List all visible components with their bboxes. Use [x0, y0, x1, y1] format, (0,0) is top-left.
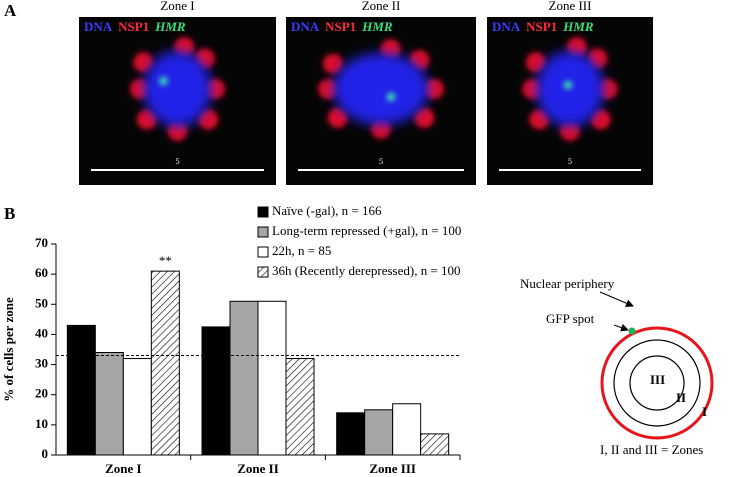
- nsp1-signal: [318, 79, 339, 99]
- arrow: [599, 291, 634, 307]
- bar: [201, 326, 231, 456]
- bar: [392, 403, 422, 456]
- bar: [257, 300, 287, 456]
- hmr-signal: [564, 81, 572, 89]
- channel-label: DNA: [492, 19, 521, 34]
- channel-label: DNA: [291, 19, 320, 34]
- nsp1-signal: [136, 109, 157, 130]
- y-tick-label: 70: [35, 235, 48, 250]
- micrograph: [79, 17, 276, 185]
- legend-swatch: [257, 206, 269, 218]
- nsp1-signal: [423, 79, 444, 99]
- nsp1-signal: [526, 52, 546, 73]
- dna-signal: [143, 51, 212, 127]
- hmr-signal: [159, 77, 168, 85]
- x-tick-label: Zone III: [369, 461, 416, 476]
- annotation: **: [159, 253, 172, 268]
- spot-label: GFP spot: [546, 311, 595, 326]
- y-tick-label: 10: [35, 416, 48, 431]
- y-tick-label: 60: [35, 265, 48, 280]
- legend-swatch: [257, 266, 269, 278]
- nsp1-signal: [414, 107, 435, 128]
- legend-label: Naïve (-gal), n = 166: [272, 203, 382, 218]
- legend-swatch: [257, 226, 269, 238]
- nsp1-signal: [590, 109, 611, 130]
- zone-label: II: [676, 390, 686, 405]
- channel-label: HMR: [562, 19, 594, 34]
- nsp1-signal: [133, 52, 154, 73]
- channel-label: HMR: [154, 19, 186, 34]
- caption: I, II and III = Zones: [600, 442, 703, 457]
- bar: [94, 352, 124, 456]
- bar: [66, 324, 96, 456]
- image-title: Zone I: [160, 0, 194, 13]
- hmr-signal: [387, 93, 395, 101]
- y-tick-label: 40: [35, 325, 48, 340]
- legend-swatch: [257, 246, 269, 258]
- zone-circle: [613, 339, 701, 427]
- panel-label: A: [4, 1, 17, 20]
- nsp1-signal: [323, 53, 343, 74]
- y-tick-label: 0: [42, 446, 49, 461]
- legend-label: 36h (Recently derepressed), n = 100: [272, 263, 461, 278]
- zone-label: I: [702, 404, 707, 419]
- scale-label: 5: [568, 157, 572, 166]
- channel-label: NSP1: [118, 19, 149, 34]
- periphery-label: Nuclear periphery: [520, 276, 615, 291]
- scale-label: 5: [379, 157, 383, 166]
- channel-label: HMR: [361, 19, 393, 34]
- channel-label: NSP1: [526, 19, 557, 34]
- nsp1-signal: [529, 109, 550, 130]
- bar: [150, 270, 180, 456]
- bar: [229, 300, 259, 456]
- arrow: [613, 323, 629, 332]
- nsp1-signal: [327, 107, 348, 128]
- x-tick-label: Zone I: [105, 461, 141, 476]
- image-title: Zone III: [549, 0, 592, 13]
- y-tick-label: 50: [35, 295, 48, 310]
- micrograph: [487, 17, 653, 185]
- bar: [364, 409, 394, 456]
- x-tick-label: Zone II: [237, 461, 279, 476]
- bar: [285, 358, 315, 456]
- image-title: Zone II: [362, 0, 401, 13]
- periphery-circle: [600, 326, 714, 440]
- bar: [122, 358, 152, 456]
- y-axis-title: % of cells per zone: [1, 297, 16, 402]
- micrograph: [286, 17, 476, 185]
- panel-label: B: [4, 204, 15, 223]
- dna-signal: [536, 51, 604, 127]
- gfp-spot: [628, 327, 636, 335]
- dna-signal: [333, 53, 429, 125]
- bar: [336, 412, 366, 456]
- zone-diagram: Nuclear periphery GFP spot III II I I, I…: [520, 276, 714, 457]
- zone-circle: [629, 355, 685, 411]
- y-tick-label: 30: [35, 356, 48, 371]
- legend-label: 22h, n = 85: [272, 243, 331, 258]
- legend-label: Long-term repressed (+gal), n = 100: [272, 223, 461, 238]
- scale-label: 5: [176, 157, 180, 166]
- y-tick-label: 20: [35, 386, 48, 401]
- zone-label: III: [650, 372, 665, 387]
- nsp1-signal: [198, 109, 219, 130]
- bar: [420, 433, 450, 456]
- channel-label: NSP1: [325, 19, 356, 34]
- channel-label: DNA: [84, 19, 113, 34]
